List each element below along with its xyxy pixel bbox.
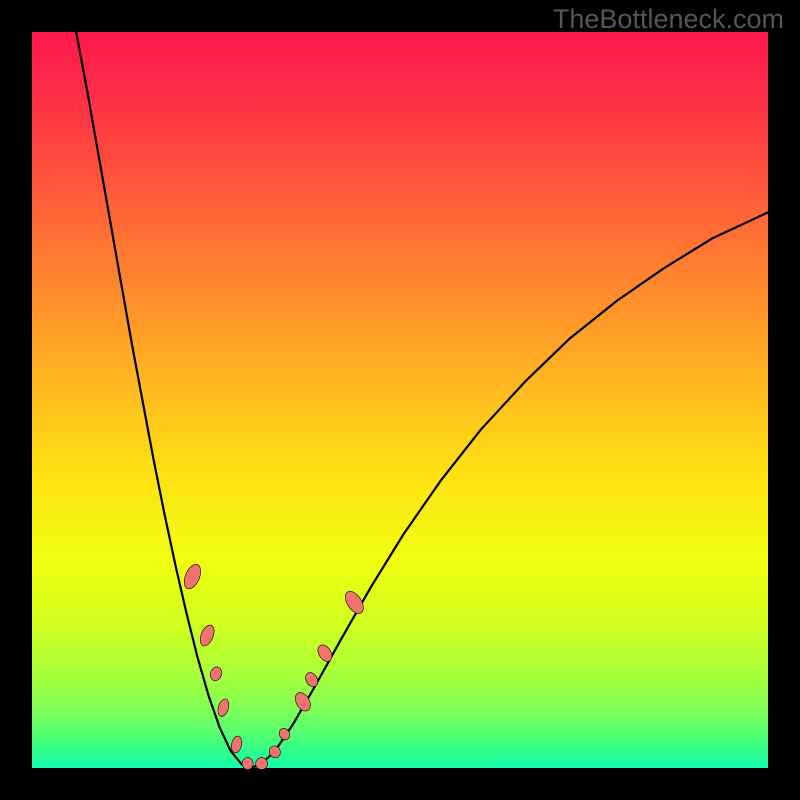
marker-point bbox=[242, 758, 253, 770]
marker-point bbox=[209, 665, 224, 682]
markers-group bbox=[181, 562, 367, 770]
marker-point bbox=[181, 562, 204, 591]
marker-point bbox=[256, 758, 268, 770]
marker-point bbox=[315, 642, 335, 664]
marker-point bbox=[303, 670, 320, 688]
marker-point bbox=[197, 623, 216, 648]
watermark-text: TheBottleneck.com bbox=[553, 4, 784, 35]
chart-container: TheBottleneck.com bbox=[0, 0, 800, 800]
plot-area bbox=[32, 32, 768, 768]
chart-svg bbox=[32, 32, 768, 768]
curve-right bbox=[249, 212, 768, 768]
curve-left bbox=[76, 32, 249, 768]
marker-point bbox=[216, 698, 231, 718]
